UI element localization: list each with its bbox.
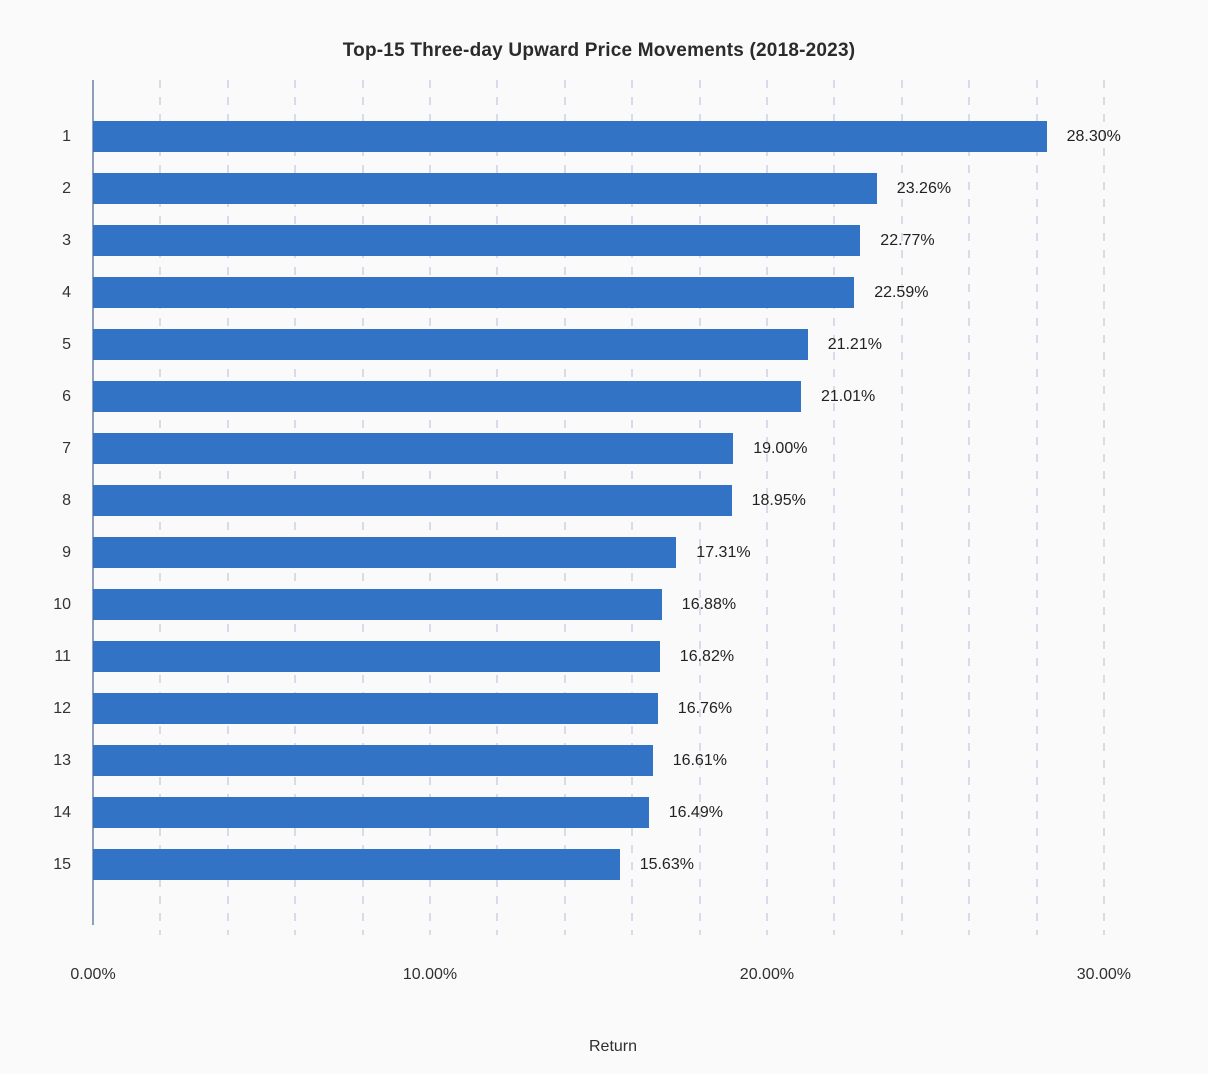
- bar: [93, 121, 1047, 152]
- category-label: 2: [62, 180, 71, 197]
- value-label: 16.76%: [677, 700, 733, 717]
- value-label: 16.88%: [681, 596, 737, 613]
- bar: [93, 589, 662, 620]
- x-tick-label: 10.00%: [402, 966, 458, 983]
- value-label: 18.95%: [751, 492, 806, 509]
- category-label: 6: [62, 388, 71, 405]
- category-label: 5: [62, 336, 71, 353]
- category-label: 8: [62, 492, 71, 509]
- gridline: [833, 80, 836, 935]
- value-label: 23.26%: [896, 180, 952, 197]
- chart-title: Top-15 Three-day Upward Price Movements …: [342, 40, 856, 61]
- value-label: 22.59%: [874, 284, 929, 301]
- bar: [93, 693, 658, 724]
- bar: [93, 225, 861, 256]
- value-label: 19.00%: [753, 440, 808, 457]
- plot-area: 1 28.30% 2 23.26% 3 22.77% 4 22.59% 5 21.21% 6 21.0…: [53, 80, 1205, 935]
- bar: [93, 381, 801, 412]
- bar: [93, 537, 677, 568]
- bar: [93, 329, 808, 360]
- value-label: 15.63%: [639, 856, 694, 873]
- bar: [93, 277, 855, 308]
- value-label: 21.01%: [821, 388, 876, 405]
- gridline: [1035, 80, 1038, 935]
- value-label: 28.30%: [1066, 128, 1121, 145]
- category-label: 9: [62, 544, 71, 561]
- gridline: [765, 80, 768, 935]
- category-label: 12: [53, 700, 71, 717]
- category-label: 14: [53, 804, 71, 821]
- value-label: 16.82%: [679, 648, 735, 665]
- category-label: 7: [62, 440, 71, 457]
- value-label: 16.61%: [672, 752, 727, 769]
- gridline: [900, 80, 903, 935]
- category-label: 15: [53, 856, 71, 873]
- category-label: 4: [62, 284, 71, 301]
- bar: [93, 641, 660, 672]
- x-tick-label: 30.00%: [1076, 966, 1132, 983]
- bar: [93, 745, 653, 776]
- value-label: 17.31%: [696, 544, 751, 561]
- x-axis-title: Return: [588, 1038, 638, 1055]
- category-label: 10: [53, 596, 71, 613]
- x-tick-label: 0.00%: [70, 966, 116, 983]
- bar: [93, 849, 620, 880]
- value-label: 21.21%: [827, 336, 882, 353]
- value-label: 16.49%: [668, 804, 723, 821]
- bar: [93, 485, 732, 516]
- bar: [93, 173, 877, 204]
- category-label: 1: [62, 128, 71, 145]
- value-label: 22.77%: [880, 232, 935, 249]
- bar: [93, 433, 734, 464]
- x-tick-label: 20.00%: [739, 966, 795, 983]
- category-label: 13: [53, 752, 71, 769]
- category-label: 11: [54, 648, 71, 665]
- category-label: 3: [62, 232, 71, 249]
- gridline: [1102, 80, 1105, 935]
- gridline: [968, 80, 971, 935]
- bar: [93, 797, 649, 828]
